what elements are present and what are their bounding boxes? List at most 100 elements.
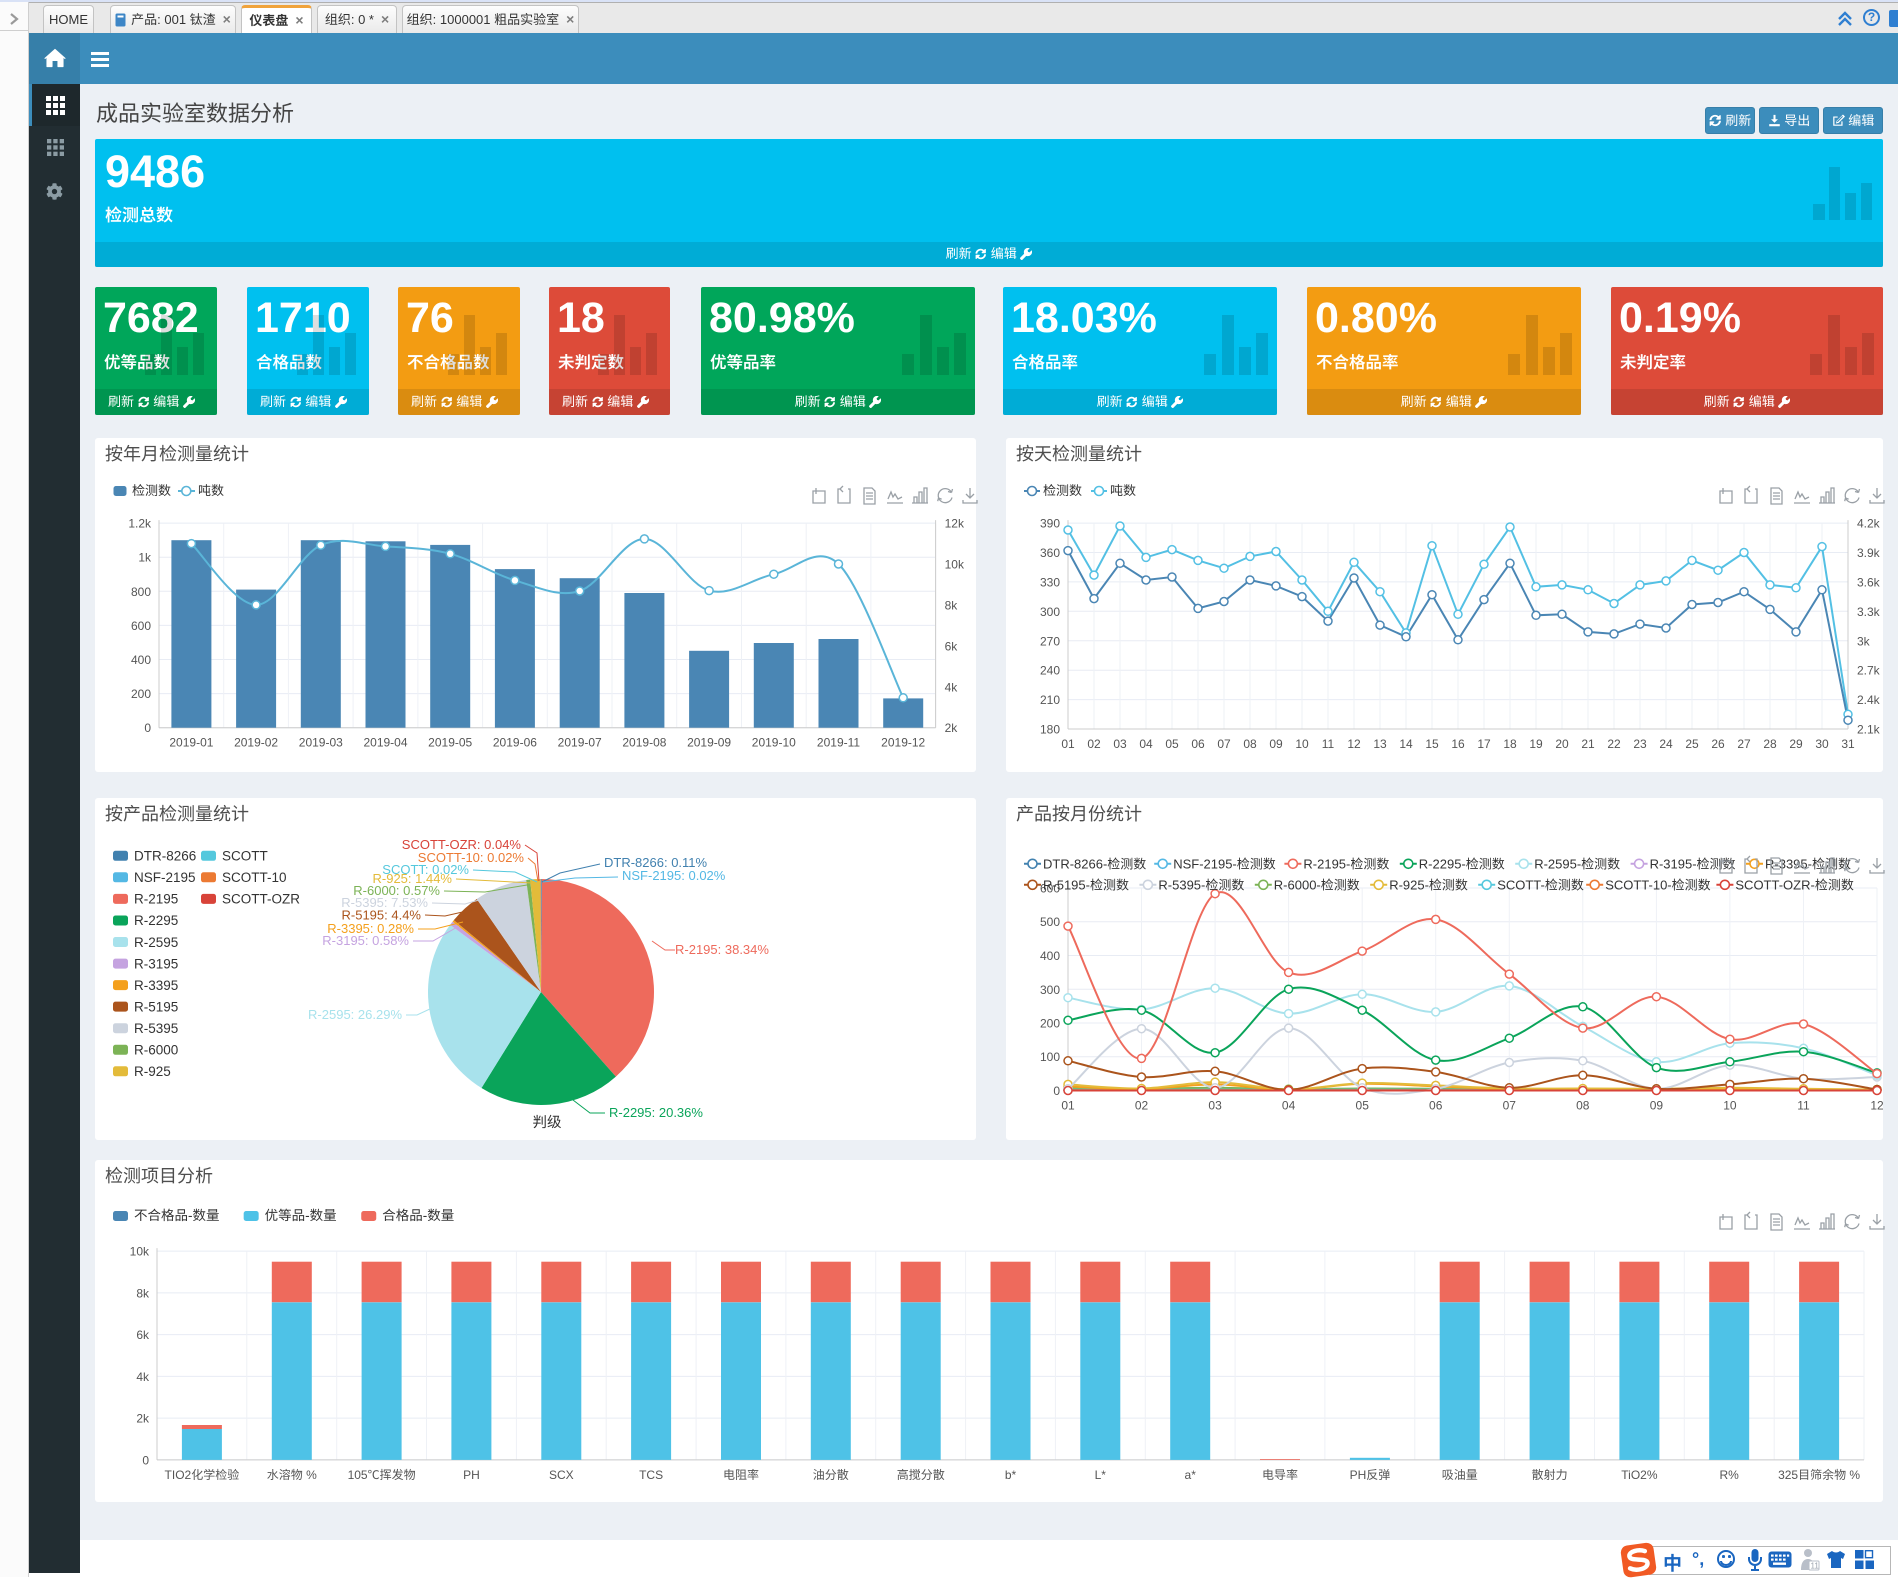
svg-text:优等品-数量: 优等品-数量	[265, 1208, 337, 1223]
svg-text:SCOTT-10: 0.02%: SCOTT-10: 0.02%	[418, 850, 525, 865]
svg-text:10: 10	[1295, 737, 1309, 751]
svg-text:800: 800	[131, 585, 151, 599]
svg-text:SCOTT: SCOTT	[222, 849, 268, 864]
svg-text:2k: 2k	[136, 1412, 150, 1426]
svg-text:NSF-2195: NSF-2195	[134, 870, 196, 885]
svg-text:SCOTT-10: SCOTT-10	[222, 870, 287, 885]
svg-text:R-3195-检测数: R-3195-检测数	[1650, 856, 1736, 871]
svg-text:R-925: 1.44%: R-925: 1.44%	[373, 871, 453, 886]
svg-text:18: 18	[1503, 737, 1517, 751]
svg-text:0: 0	[1053, 1084, 1060, 1098]
svg-text:500: 500	[1040, 915, 1060, 929]
svg-text:200: 200	[131, 687, 151, 701]
svg-text:R-2595: R-2595	[134, 935, 178, 950]
svg-text:27: 27	[1737, 737, 1751, 751]
svg-text:2019-08: 2019-08	[622, 736, 666, 750]
svg-text:05: 05	[1356, 1099, 1370, 1113]
svg-text:09: 09	[1650, 1099, 1664, 1113]
svg-text:330: 330	[1040, 575, 1060, 589]
svg-text:600: 600	[131, 619, 151, 633]
svg-text:06: 06	[1429, 1099, 1443, 1113]
svg-text:L*: L*	[1095, 1468, 1107, 1482]
svg-text:2019-05: 2019-05	[428, 736, 472, 750]
svg-text:R-2195-检测数: R-2195-检测数	[1303, 856, 1389, 871]
svg-text:28: 28	[1763, 737, 1777, 751]
svg-text:3k: 3k	[1857, 634, 1871, 648]
svg-text:R-5195-检测数: R-5195-检测数	[1043, 877, 1129, 892]
svg-text:26: 26	[1711, 737, 1725, 751]
svg-text:散射力: 散射力	[1532, 1468, 1568, 1482]
svg-text:R-3395: R-3395	[134, 978, 178, 993]
svg-text:22: 22	[1607, 737, 1621, 751]
svg-text:10: 10	[1723, 1099, 1737, 1113]
svg-text:判级: 判级	[533, 1114, 562, 1131]
svg-text:R-5195: R-5195	[134, 999, 178, 1014]
svg-text:03: 03	[1113, 737, 1127, 751]
svg-text:07: 07	[1217, 737, 1231, 751]
svg-text:1.2k: 1.2k	[128, 517, 152, 531]
svg-text:30: 30	[1815, 737, 1829, 751]
svg-text:4k: 4k	[136, 1370, 150, 1384]
svg-text:高搅分散: 高搅分散	[897, 1468, 945, 1482]
svg-text:a*: a*	[1185, 1468, 1197, 1482]
svg-text:16: 16	[1451, 737, 1465, 751]
svg-text:2.4k: 2.4k	[1857, 693, 1881, 707]
svg-text:R-3395: 0.28%: R-3395: 0.28%	[327, 921, 414, 936]
svg-text:R-2195: R-2195	[134, 892, 178, 907]
svg-text:R-6000-检测数: R-6000-检测数	[1274, 877, 1360, 892]
svg-text:R-5395: R-5395	[134, 1021, 178, 1036]
svg-text:DTR-8266: 0.11%: DTR-8266: 0.11%	[604, 855, 708, 870]
svg-text:DTR-8266: DTR-8266	[134, 849, 196, 864]
svg-text:270: 270	[1040, 634, 1060, 648]
svg-text:2019-11: 2019-11	[817, 736, 860, 750]
svg-text:NSF-2195: 0.02%: NSF-2195: 0.02%	[622, 868, 726, 883]
svg-text:04: 04	[1139, 737, 1153, 751]
svg-text:4k: 4k	[945, 680, 959, 694]
svg-text:2019-07: 2019-07	[558, 736, 602, 750]
svg-text:R-2295-检测数: R-2295-检测数	[1419, 856, 1505, 871]
svg-text:0: 0	[144, 721, 151, 735]
svg-text:吨数: 吨数	[198, 483, 224, 498]
svg-text:吸油量: 吸油量	[1442, 1468, 1478, 1482]
svg-text:8k: 8k	[945, 598, 959, 612]
svg-text:SCOTT-OZR-检测数: SCOTT-OZR-检测数	[1735, 877, 1853, 892]
svg-text:10k: 10k	[130, 1245, 150, 1259]
svg-text:SCOTT-10-检测数: SCOTT-10-检测数	[1605, 877, 1710, 892]
svg-text:14: 14	[1399, 737, 1413, 751]
svg-text:3.6k: 3.6k	[1857, 575, 1881, 589]
svg-text:2019-06: 2019-06	[493, 736, 537, 750]
svg-text:29: 29	[1789, 737, 1803, 751]
svg-text:200: 200	[1040, 1017, 1060, 1031]
svg-text:SCOTT-检测数: SCOTT-检测数	[1497, 877, 1584, 892]
svg-text:水溶物 %: 水溶物 %	[267, 1468, 317, 1482]
svg-text:12k: 12k	[945, 517, 965, 531]
svg-text:不合格品-数量: 不合格品-数量	[134, 1208, 220, 1223]
svg-text:0: 0	[142, 1453, 149, 1467]
svg-text:100: 100	[1040, 1050, 1060, 1064]
svg-text:07: 07	[1503, 1099, 1517, 1113]
svg-text:600: 600	[1040, 882, 1060, 896]
svg-text:6k: 6k	[945, 639, 959, 653]
svg-text:吨数: 吨数	[1110, 483, 1136, 498]
svg-text:25: 25	[1685, 737, 1699, 751]
svg-text:2.7k: 2.7k	[1857, 664, 1881, 678]
svg-text:400: 400	[131, 653, 151, 667]
svg-text:3.9k: 3.9k	[1857, 546, 1881, 560]
svg-text:2019-04: 2019-04	[363, 736, 407, 750]
svg-text:电导率: 电导率	[1262, 1468, 1298, 1482]
svg-text:180: 180	[1040, 723, 1060, 737]
svg-text:12: 12	[1870, 1099, 1883, 1113]
svg-text:R-2295: R-2295	[134, 913, 178, 928]
svg-text:01: 01	[1061, 1099, 1075, 1113]
svg-text:1k: 1k	[138, 551, 152, 565]
svg-text:105℃挥发物: 105℃挥发物	[348, 1468, 416, 1482]
svg-text:2.1k: 2.1k	[1857, 723, 1881, 737]
svg-text:TiO2%: TiO2%	[1621, 1468, 1658, 1482]
svg-text:2019-03: 2019-03	[299, 736, 343, 750]
svg-text:油分散: 油分散	[813, 1468, 849, 1482]
svg-text:2019-01: 2019-01	[169, 736, 213, 750]
svg-text:NSF-2195-检测数: NSF-2195-检测数	[1173, 856, 1276, 871]
svg-text:05: 05	[1165, 737, 1179, 751]
svg-text:240: 240	[1040, 664, 1060, 678]
svg-text:01: 01	[1061, 737, 1075, 751]
